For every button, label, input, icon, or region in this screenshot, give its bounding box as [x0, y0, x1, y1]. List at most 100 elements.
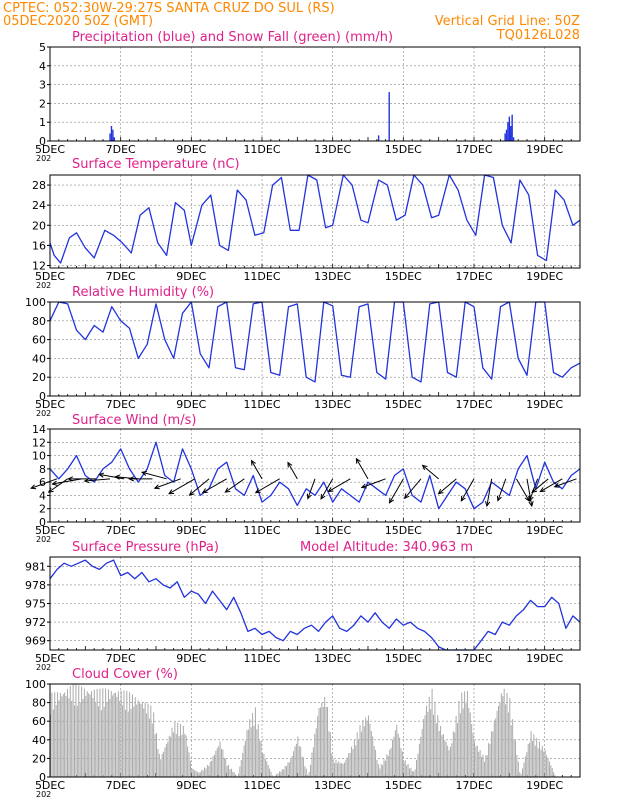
cloud-bar: [358, 739, 360, 777]
precip-bar: [505, 129, 508, 141]
wind-arrow-head: [528, 501, 534, 508]
cloud-bar: [136, 704, 138, 777]
cloud-bar: [348, 753, 350, 777]
wind-arrow: [437, 478, 457, 495]
wind-arrow-shaft: [168, 478, 196, 495]
cloud-bar: [468, 708, 470, 777]
precip-ytick-label: 3: [39, 79, 46, 92]
wind-arrow-head: [539, 487, 546, 493]
cloud-bar: [199, 772, 201, 777]
wind-arrow-shaft: [422, 464, 439, 480]
wind-arrow: [83, 478, 111, 484]
cloud-bar: [343, 762, 345, 777]
cloud-bar: [253, 725, 255, 777]
cloud-bar: [507, 712, 509, 777]
cloud-bar: [230, 768, 232, 777]
cloud-bar: [117, 691, 119, 777]
wind-arrow: [539, 478, 563, 493]
cloud-bar: [69, 686, 71, 777]
wind-arrow-shaft: [320, 478, 334, 500]
panel-title-wind: Surface Wind (m/s): [72, 413, 196, 428]
cloud-bar: [435, 723, 437, 777]
rh-xtick-label: 5DEC: [35, 398, 65, 411]
cloud-bar: [483, 761, 485, 777]
cloud-bar: [153, 712, 155, 777]
cloud-bar: [228, 764, 230, 777]
cloud-bar: [308, 772, 310, 777]
cloud-bar: [127, 711, 129, 777]
cloud-bar: [158, 753, 160, 777]
cloud-bar: [171, 727, 173, 777]
cloud-bar: [474, 741, 475, 777]
cloud-bar: [319, 707, 321, 777]
cloud-bar: [547, 757, 549, 777]
cloud-bar: [257, 724, 259, 777]
cloud-bar: [280, 771, 282, 777]
cloud-bar: [380, 763, 382, 777]
cloud-bar: [215, 750, 217, 777]
wind-arrow-head: [67, 476, 74, 482]
cloud-bar: [377, 764, 379, 777]
cloud-bar: [488, 743, 490, 777]
cloud-bar: [245, 740, 247, 777]
rh-xtick-label: 19DEC: [526, 398, 563, 411]
cloud-bar: [212, 756, 214, 777]
wind-arrow-head: [553, 482, 560, 488]
rh-ytick-label: 40: [32, 352, 46, 365]
temp-ytick-label: 24: [32, 199, 46, 212]
cloud-bar: [324, 697, 326, 777]
pressure-ytick-label: 975: [25, 598, 46, 611]
wind-arrow: [287, 461, 298, 480]
wind-arrow-head: [168, 489, 175, 495]
cloud-bar: [462, 708, 464, 777]
wind-arrow: [30, 478, 58, 490]
cloud-bar: [427, 711, 429, 777]
cloud-bar: [164, 747, 166, 777]
cloud-bar: [133, 706, 135, 777]
cloud-bar: [482, 754, 484, 777]
wind-series-line: [49, 441, 581, 510]
cloud-bar: [346, 757, 348, 777]
cloud-bar: [92, 698, 94, 777]
wind-arrow-shaft: [255, 478, 280, 494]
pressure-xtick-label: 13DEC: [314, 652, 351, 665]
cloud-bar: [447, 745, 449, 777]
cloud-bar: [434, 701, 436, 777]
cloud-ytick-label: 40: [32, 734, 46, 747]
cloud-bar: [286, 766, 288, 777]
cloud-bar: [283, 769, 285, 777]
cloud-bar: [223, 757, 225, 777]
cloud-xtick-label: 15DEC: [385, 779, 422, 792]
cloud-bar: [514, 740, 516, 777]
cloud-bar: [240, 759, 242, 777]
precip-ytick-label: 4: [39, 60, 46, 73]
cloud-bar: [157, 748, 159, 777]
cloud-bar: [59, 692, 61, 777]
cloud-bar: [83, 688, 85, 777]
cloud-bar: [493, 720, 495, 777]
cloud-bar: [349, 753, 351, 777]
cloud-bar: [314, 733, 316, 777]
cloud-bar: [168, 735, 170, 777]
cloud-bar: [329, 732, 331, 777]
wind-arrow: [327, 478, 351, 493]
wind-arrow-head: [83, 478, 90, 484]
cloud-bar: [411, 770, 413, 777]
cloud-bar: [363, 726, 365, 777]
cloud-bar: [407, 763, 409, 777]
precip-xtick-label: 9DEC: [176, 143, 206, 156]
cloud-bar: [68, 698, 70, 777]
wind-arrow-head: [51, 480, 58, 486]
cloud-bar: [503, 688, 505, 777]
cloud-bar: [328, 731, 330, 777]
cloud-bar: [221, 748, 223, 777]
cloud-bar: [93, 689, 95, 777]
cloud-bar: [109, 698, 111, 777]
cloud-bar: [523, 762, 525, 777]
cloud-bar: [539, 741, 541, 777]
precip-bar: [510, 125, 512, 141]
cloud-bar: [305, 768, 307, 777]
cloud-bar: [129, 692, 131, 777]
rh-year-label: 202: [36, 409, 51, 418]
